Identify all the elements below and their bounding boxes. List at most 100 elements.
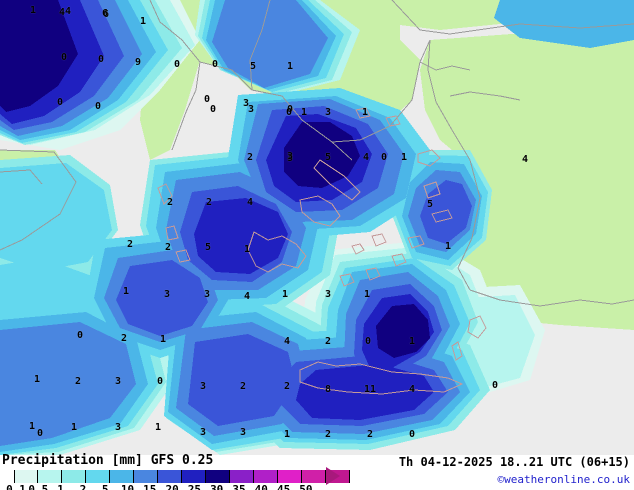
precip-value-label: 0 <box>76 330 84 341</box>
color-swatches <box>14 470 350 483</box>
precip-value-label: 1 <box>29 5 37 16</box>
precip-value-label: 4 <box>362 152 370 163</box>
precip-value-label: 4 <box>243 291 251 302</box>
precip-value-label: 3 <box>239 427 247 438</box>
precip-value-label: 9 <box>134 57 142 68</box>
precip-value-label: 2 <box>324 429 332 440</box>
precip-value-label: 3 <box>242 98 250 109</box>
color-swatch-35 <box>254 470 278 483</box>
precip-value-label: 1 <box>28 421 36 432</box>
precip-value-label: 0 <box>97 54 105 65</box>
precip-value-label: 0 <box>156 376 164 387</box>
precip-value-label: 3 <box>114 376 122 387</box>
tick-label-15: 15 <box>143 483 157 490</box>
precip-value-label: 3 <box>324 289 332 300</box>
legend-footer: Precipitation [mm] GFS 0.25 0.1 0.5 1 2 5 10 1… <box>0 453 634 490</box>
precip-value-label: 1 <box>408 336 416 347</box>
precip-value-label: 3 <box>324 107 332 118</box>
precip-value-label: 5 <box>249 61 257 72</box>
precip-value-label: 1 <box>400 152 408 163</box>
precip-value-label: 1 <box>159 334 167 345</box>
color-swatch-1 <box>62 470 86 483</box>
precip-value-label: 4 <box>283 336 291 347</box>
precip-value-label: 2 <box>126 239 134 250</box>
color-swatch-0.5 <box>38 470 62 483</box>
color-swatch-30 <box>230 470 254 483</box>
precip-value-label: 1 <box>363 289 371 300</box>
color-swatch-25 <box>206 470 230 483</box>
tick-label-1: 1 <box>57 483 64 490</box>
precip-value-label: 5 <box>324 152 332 163</box>
precip-value-label: 2 <box>164 242 172 253</box>
precip-value-label: 1 <box>281 289 289 300</box>
precip-value-label: 3 <box>286 153 294 164</box>
map-canvas <box>0 0 634 455</box>
precip-value-label: 1 <box>361 107 369 118</box>
tick-label-25: 25 <box>187 483 202 490</box>
color-swatch-45 <box>302 470 326 483</box>
precip-value-label: 2 <box>74 376 82 387</box>
color-swatch-5 <box>110 470 134 483</box>
precip-value-label: 3 <box>199 427 207 438</box>
overflow-arrow-icon <box>326 467 340 485</box>
precip-value-label: 4 <box>58 7 66 18</box>
precip-value-label: 5 <box>204 242 212 253</box>
precip-value-label: 11 <box>363 384 377 395</box>
precip-band-25 <box>0 0 430 358</box>
precip-value-label: 0 <box>286 104 294 115</box>
precip-value-label: 1 <box>243 244 251 255</box>
color-swatch-15 <box>158 470 182 483</box>
precip-value-label: 1 <box>139 16 147 27</box>
precip-value-label: 4 <box>408 384 416 395</box>
tick-label-0.1: 0.1 <box>6 483 26 490</box>
precip-value-label: 2 <box>283 381 291 392</box>
border-layer <box>0 0 634 307</box>
precip-value-label: 3 <box>199 381 207 392</box>
tick-label-30: 30 <box>210 483 224 490</box>
precip-value-label: 2 <box>366 429 374 440</box>
precip-value-label: 2 <box>246 152 254 163</box>
precip-value-label: 1 <box>300 107 308 118</box>
color-scale[interactable]: 0.1 0.5 1 2 5 10 15 20 25 30 35 40 45 50 <box>0 455 360 490</box>
precip-value-label: 4 <box>64 6 72 17</box>
tick-label-40: 40 <box>254 483 268 490</box>
precip-value-label: 0 <box>285 107 293 118</box>
copyright-notice[interactable]: ©weatheronline.co.uk <box>497 473 630 486</box>
tick-label-45: 45 <box>276 483 291 490</box>
tick-label-10: 10 <box>120 483 135 490</box>
legend-title: Precipitation [mm] GFS 0.25 <box>2 453 214 468</box>
precip-value-label: 2 <box>205 197 213 208</box>
precip-value-label: 0 <box>60 52 68 63</box>
precip-value-label: 2 <box>166 197 174 208</box>
color-swatch-0.1 <box>14 470 38 483</box>
precip-value-label: 1 <box>286 61 294 72</box>
color-swatch-10 <box>134 470 158 483</box>
precip-value-label: 3 <box>286 151 294 162</box>
precip-value-label: 4 <box>521 154 529 165</box>
precip-value-label: 3 <box>203 289 211 300</box>
tick-label-20: 20 <box>165 483 179 490</box>
precip-value-label: 1 <box>70 422 78 433</box>
precip-value-label: 1 <box>33 374 41 385</box>
precip-value-label: 5 <box>426 199 434 210</box>
precip-value-label: 0 <box>94 101 102 112</box>
tick-label-2: 2 <box>79 483 87 490</box>
precip-value-label: 0 <box>364 336 372 347</box>
tick-label-35: 35 <box>232 483 246 490</box>
color-swatch-2 <box>86 470 110 483</box>
precip-value-label: 1 <box>122 286 130 297</box>
tick-label-50: 50 <box>299 483 313 490</box>
tick-label-0.5: 0.5 <box>28 483 49 490</box>
precip-value-label: 0 <box>173 59 181 70</box>
valid-time-stamp: Th 04-12-2025 18..21 UTC (06+15) <box>398 455 630 469</box>
precip-value-label: 0 <box>408 429 416 440</box>
precip-value-label: 2 <box>239 381 247 392</box>
precip-value-label: 3 <box>163 289 171 300</box>
precip-value-label: 0 <box>36 428 44 439</box>
precip-value-label: 1 <box>283 429 291 440</box>
precip-value-label: 3 <box>247 104 255 115</box>
scale-tick-labels: 0.1 0.5 1 2 5 10 15 20 25 30 35 40 45 50 <box>0 483 360 490</box>
precip-value-label: 1 <box>444 241 452 252</box>
